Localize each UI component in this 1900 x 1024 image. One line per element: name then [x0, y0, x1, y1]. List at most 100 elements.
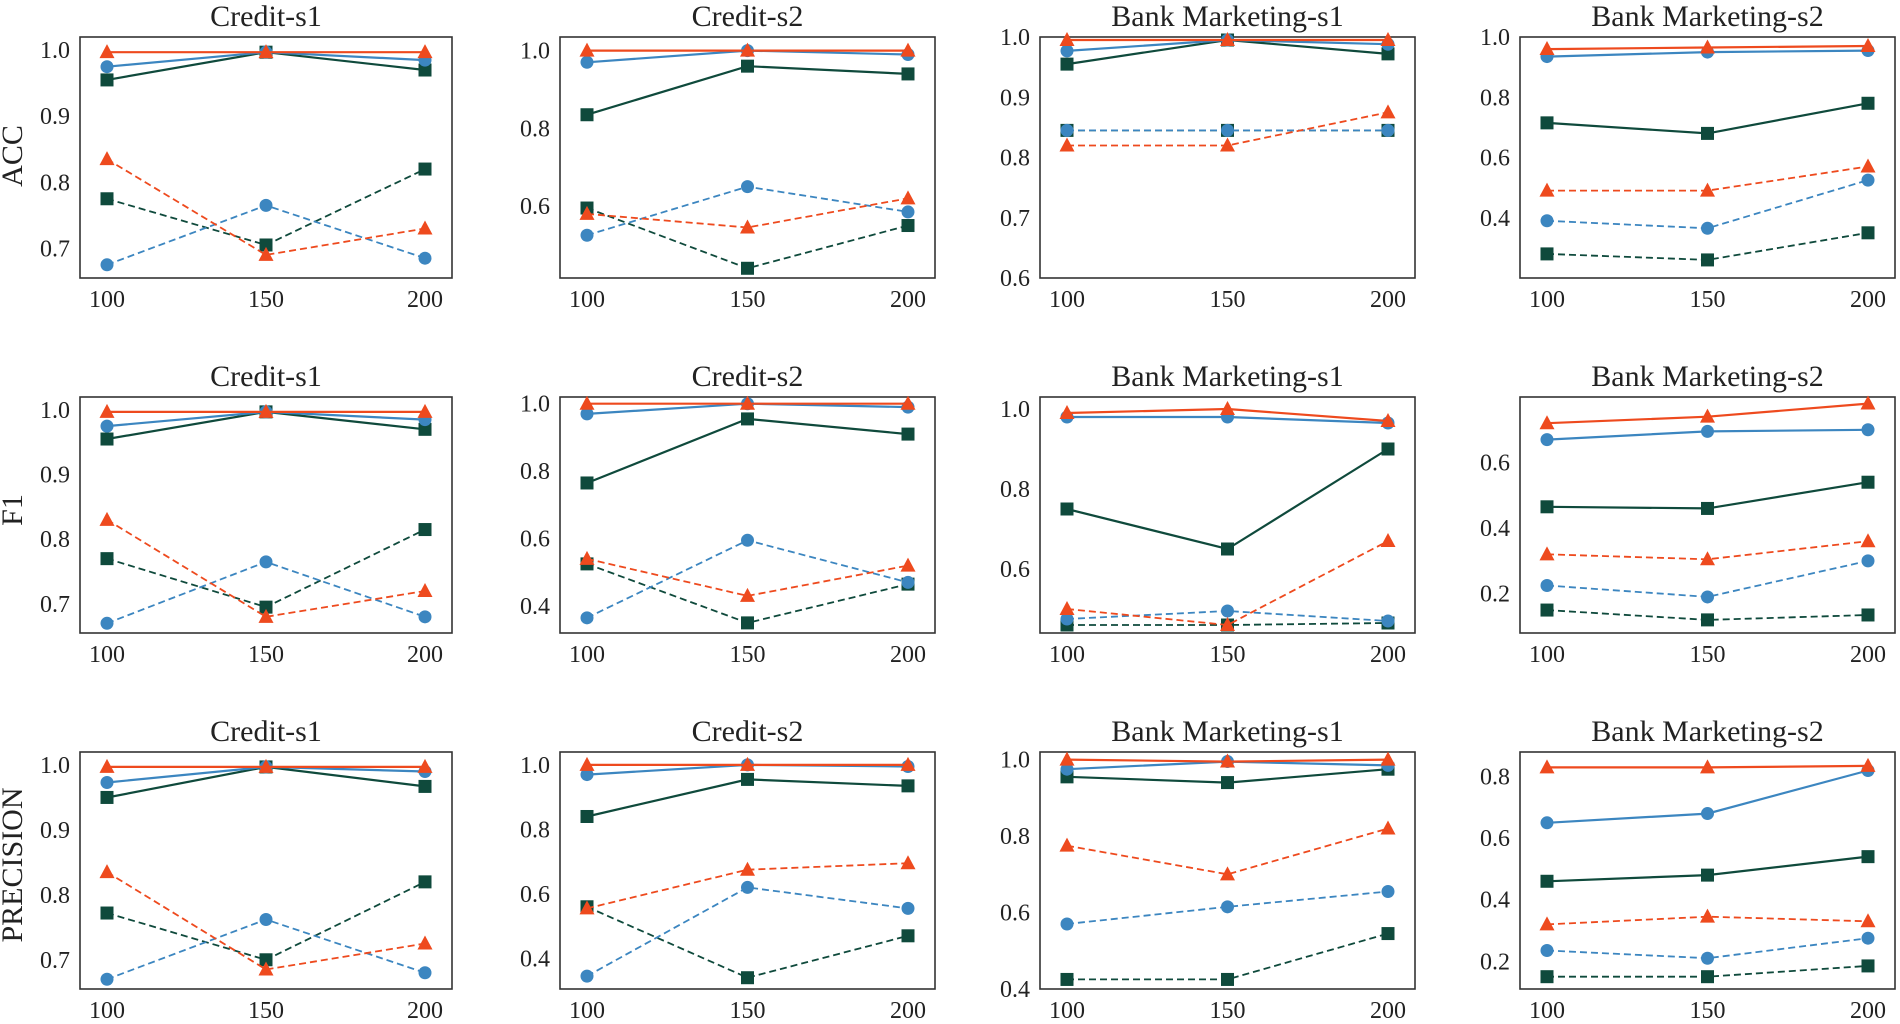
data-point	[258, 961, 274, 976]
data-point	[580, 228, 594, 242]
x-tick-label: 150	[1210, 287, 1246, 313]
data-point	[1540, 433, 1554, 447]
data-point	[1539, 182, 1555, 197]
data-point	[1860, 158, 1876, 173]
series-line	[586, 197, 909, 229]
data-point	[580, 108, 594, 122]
series-3-dashed	[1059, 104, 1396, 152]
x-tick-label: 100	[1049, 642, 1085, 668]
row-label-acc: ACC	[0, 125, 29, 187]
series-line	[586, 207, 909, 270]
y-tick-label: 0.8	[40, 527, 70, 553]
data-point	[901, 67, 915, 81]
data-point	[417, 403, 433, 418]
x-tick-label: 100	[89, 287, 125, 313]
series-4-dashed	[580, 533, 915, 625]
x-tick-label: 100	[569, 287, 605, 313]
data-point	[1700, 759, 1715, 774]
series-5-dashed	[1540, 603, 1875, 627]
data-point	[741, 616, 754, 630]
y-tick-label: 0.8	[1000, 146, 1030, 172]
series-line	[106, 158, 426, 256]
x-tick-label: 200	[890, 998, 926, 1024]
series-0-solid	[579, 395, 916, 410]
data-point	[1860, 38, 1876, 53]
series-3-dashed	[1539, 908, 1876, 931]
data-point	[1539, 546, 1555, 561]
series-3-dashed	[579, 855, 916, 915]
data-point	[741, 533, 754, 547]
data-point	[259, 913, 273, 927]
plot-area	[559, 36, 936, 279]
data-point	[1539, 415, 1555, 430]
data-point	[100, 776, 114, 790]
series-0-solid	[579, 756, 916, 771]
data-point	[1861, 96, 1875, 110]
x-tick-label: 150	[1210, 998, 1246, 1024]
data-point	[417, 220, 433, 235]
y-tick-label: 0.8	[1480, 765, 1510, 791]
x-tick-label: 100	[89, 642, 125, 668]
series-5-dashed	[1540, 959, 1875, 984]
series-4-dashed	[1060, 885, 1395, 931]
y-tick-label: 1.0	[520, 753, 550, 779]
x-tick-label: 150	[730, 287, 766, 313]
data-point	[1059, 601, 1075, 615]
data-point	[1700, 551, 1715, 566]
series-3-dashed	[1539, 533, 1876, 566]
data-point	[1860, 913, 1876, 928]
data-point	[1861, 423, 1875, 437]
data-point	[741, 772, 754, 786]
series-2-solid	[580, 412, 915, 490]
data-point	[1059, 405, 1075, 419]
y-tick-label: 0.4	[520, 946, 550, 972]
data-point	[1221, 900, 1234, 914]
x-tick-label: 100	[1529, 642, 1565, 668]
data-point	[580, 768, 594, 782]
data-point	[1381, 123, 1395, 137]
data-point	[1540, 578, 1554, 592]
series-2-solid	[1540, 475, 1875, 515]
x-tick-label: 150	[1690, 287, 1726, 313]
data-point	[901, 427, 915, 441]
series-4-dashed	[1540, 173, 1875, 235]
series-4-dashed	[580, 880, 915, 983]
data-point	[418, 251, 432, 265]
data-point	[901, 779, 915, 793]
data-point	[100, 616, 114, 630]
data-point	[99, 511, 115, 526]
data-point	[1381, 885, 1395, 899]
data-point	[100, 972, 114, 986]
data-point	[1861, 608, 1875, 622]
data-point	[418, 966, 432, 980]
x-tick-label: 100	[569, 998, 605, 1024]
data-point	[1540, 970, 1554, 984]
data-point	[1060, 44, 1074, 58]
data-point	[741, 971, 754, 985]
data-point	[417, 935, 433, 950]
panel-0: Credit-s1 0.7 0.8 0.9 1.0 100 150 200	[40, 0, 453, 313]
x-tick-label: 150	[730, 998, 766, 1024]
series-4-dashed	[100, 913, 432, 986]
data-point	[259, 238, 273, 252]
y-tick-label: 1.0	[40, 398, 70, 424]
data-point	[1221, 972, 1234, 986]
data-point	[740, 587, 755, 602]
data-point	[1539, 916, 1555, 931]
data-point	[1381, 47, 1395, 61]
plot-area	[1039, 36, 1416, 279]
y-tick-label: 0.9	[1000, 85, 1030, 111]
x-tick-label: 100	[1049, 998, 1085, 1024]
y-tick-label: 0.7	[40, 236, 70, 262]
y-tick-label: 0.6	[1480, 146, 1510, 172]
data-point	[100, 73, 114, 87]
data-point	[1861, 226, 1875, 240]
data-point	[418, 779, 432, 793]
y-tick-label: 0.8	[520, 459, 550, 485]
x-tick-label: 200	[1370, 642, 1406, 668]
series-3-dashed	[99, 511, 433, 623]
panel-4: Credit-s1 0.7 0.8 0.9 1.0 100 150 200	[40, 360, 453, 668]
y-tick-label: 0.6	[520, 527, 550, 553]
y-tick-label: 1.0	[1000, 25, 1030, 51]
data-point	[901, 575, 915, 589]
